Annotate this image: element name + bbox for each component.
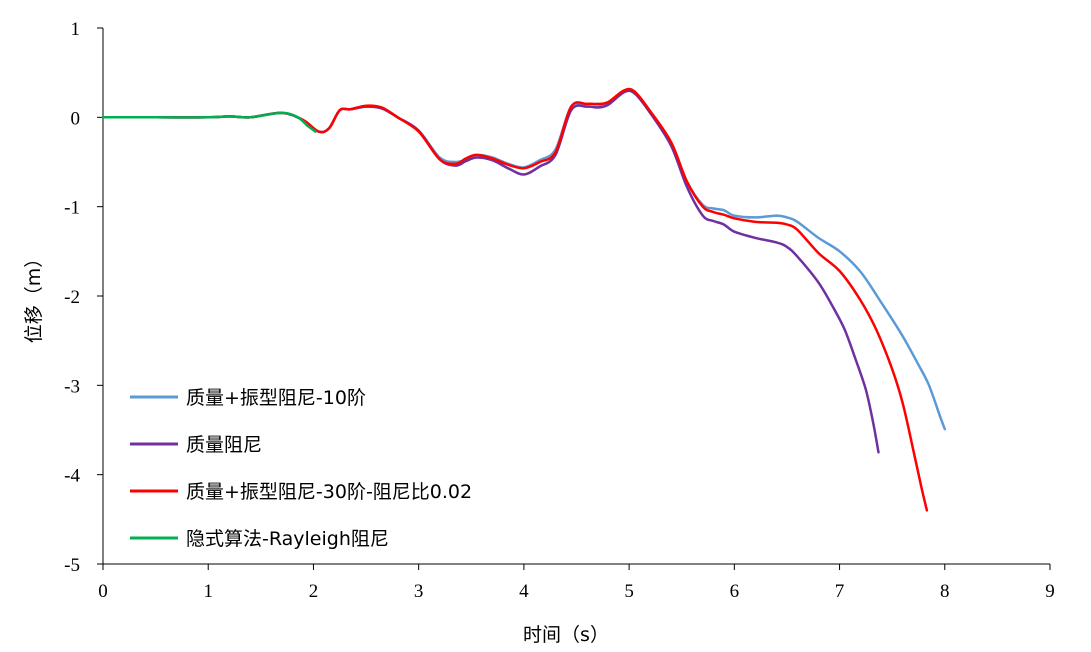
series-layer [101, 87, 947, 512]
legend-label: 隐式算法-Rayleigh阻尼 [186, 528, 389, 550]
legend-label: 质量阻尼 [186, 434, 262, 456]
x-tick-label: 4 [519, 581, 529, 602]
series-line-4 [101, 111, 317, 133]
x-tick-label: 2 [309, 581, 319, 602]
legend-label: 质量+振型阻尼-30阶-阻尼比0.02 [186, 481, 472, 503]
x-tick-label: 9 [1045, 581, 1055, 602]
legend-label: 质量+振型阻尼-10阶 [186, 387, 366, 409]
y-tick-label: -5 [64, 555, 80, 576]
x-tick-label: 7 [835, 581, 845, 602]
x-tick-label: 3 [414, 581, 424, 602]
y-tick-label: 1 [71, 19, 81, 40]
x-axis-title: 时间（s） [523, 624, 609, 646]
y-tick-label: -3 [64, 376, 80, 397]
x-tick-label: 0 [98, 581, 108, 602]
series-line-1 [101, 88, 947, 431]
y-tick-label: 0 [71, 108, 81, 129]
x-tick-label: 1 [203, 581, 213, 602]
x-tick-label: 8 [940, 581, 950, 602]
tick-labels: 0 1 2 3 4 5 6 7 8 910-1-2-3-4-5 [64, 19, 1055, 602]
y-tick-label: -4 [64, 466, 80, 487]
y-axis-title: 位移（m） [23, 249, 45, 344]
y-tick-label: -1 [64, 198, 80, 219]
y-tick-label: -2 [64, 287, 80, 308]
x-tick-label: 5 [624, 581, 634, 602]
x-tick-label: 6 [730, 581, 740, 602]
series-line-3 [101, 87, 929, 512]
